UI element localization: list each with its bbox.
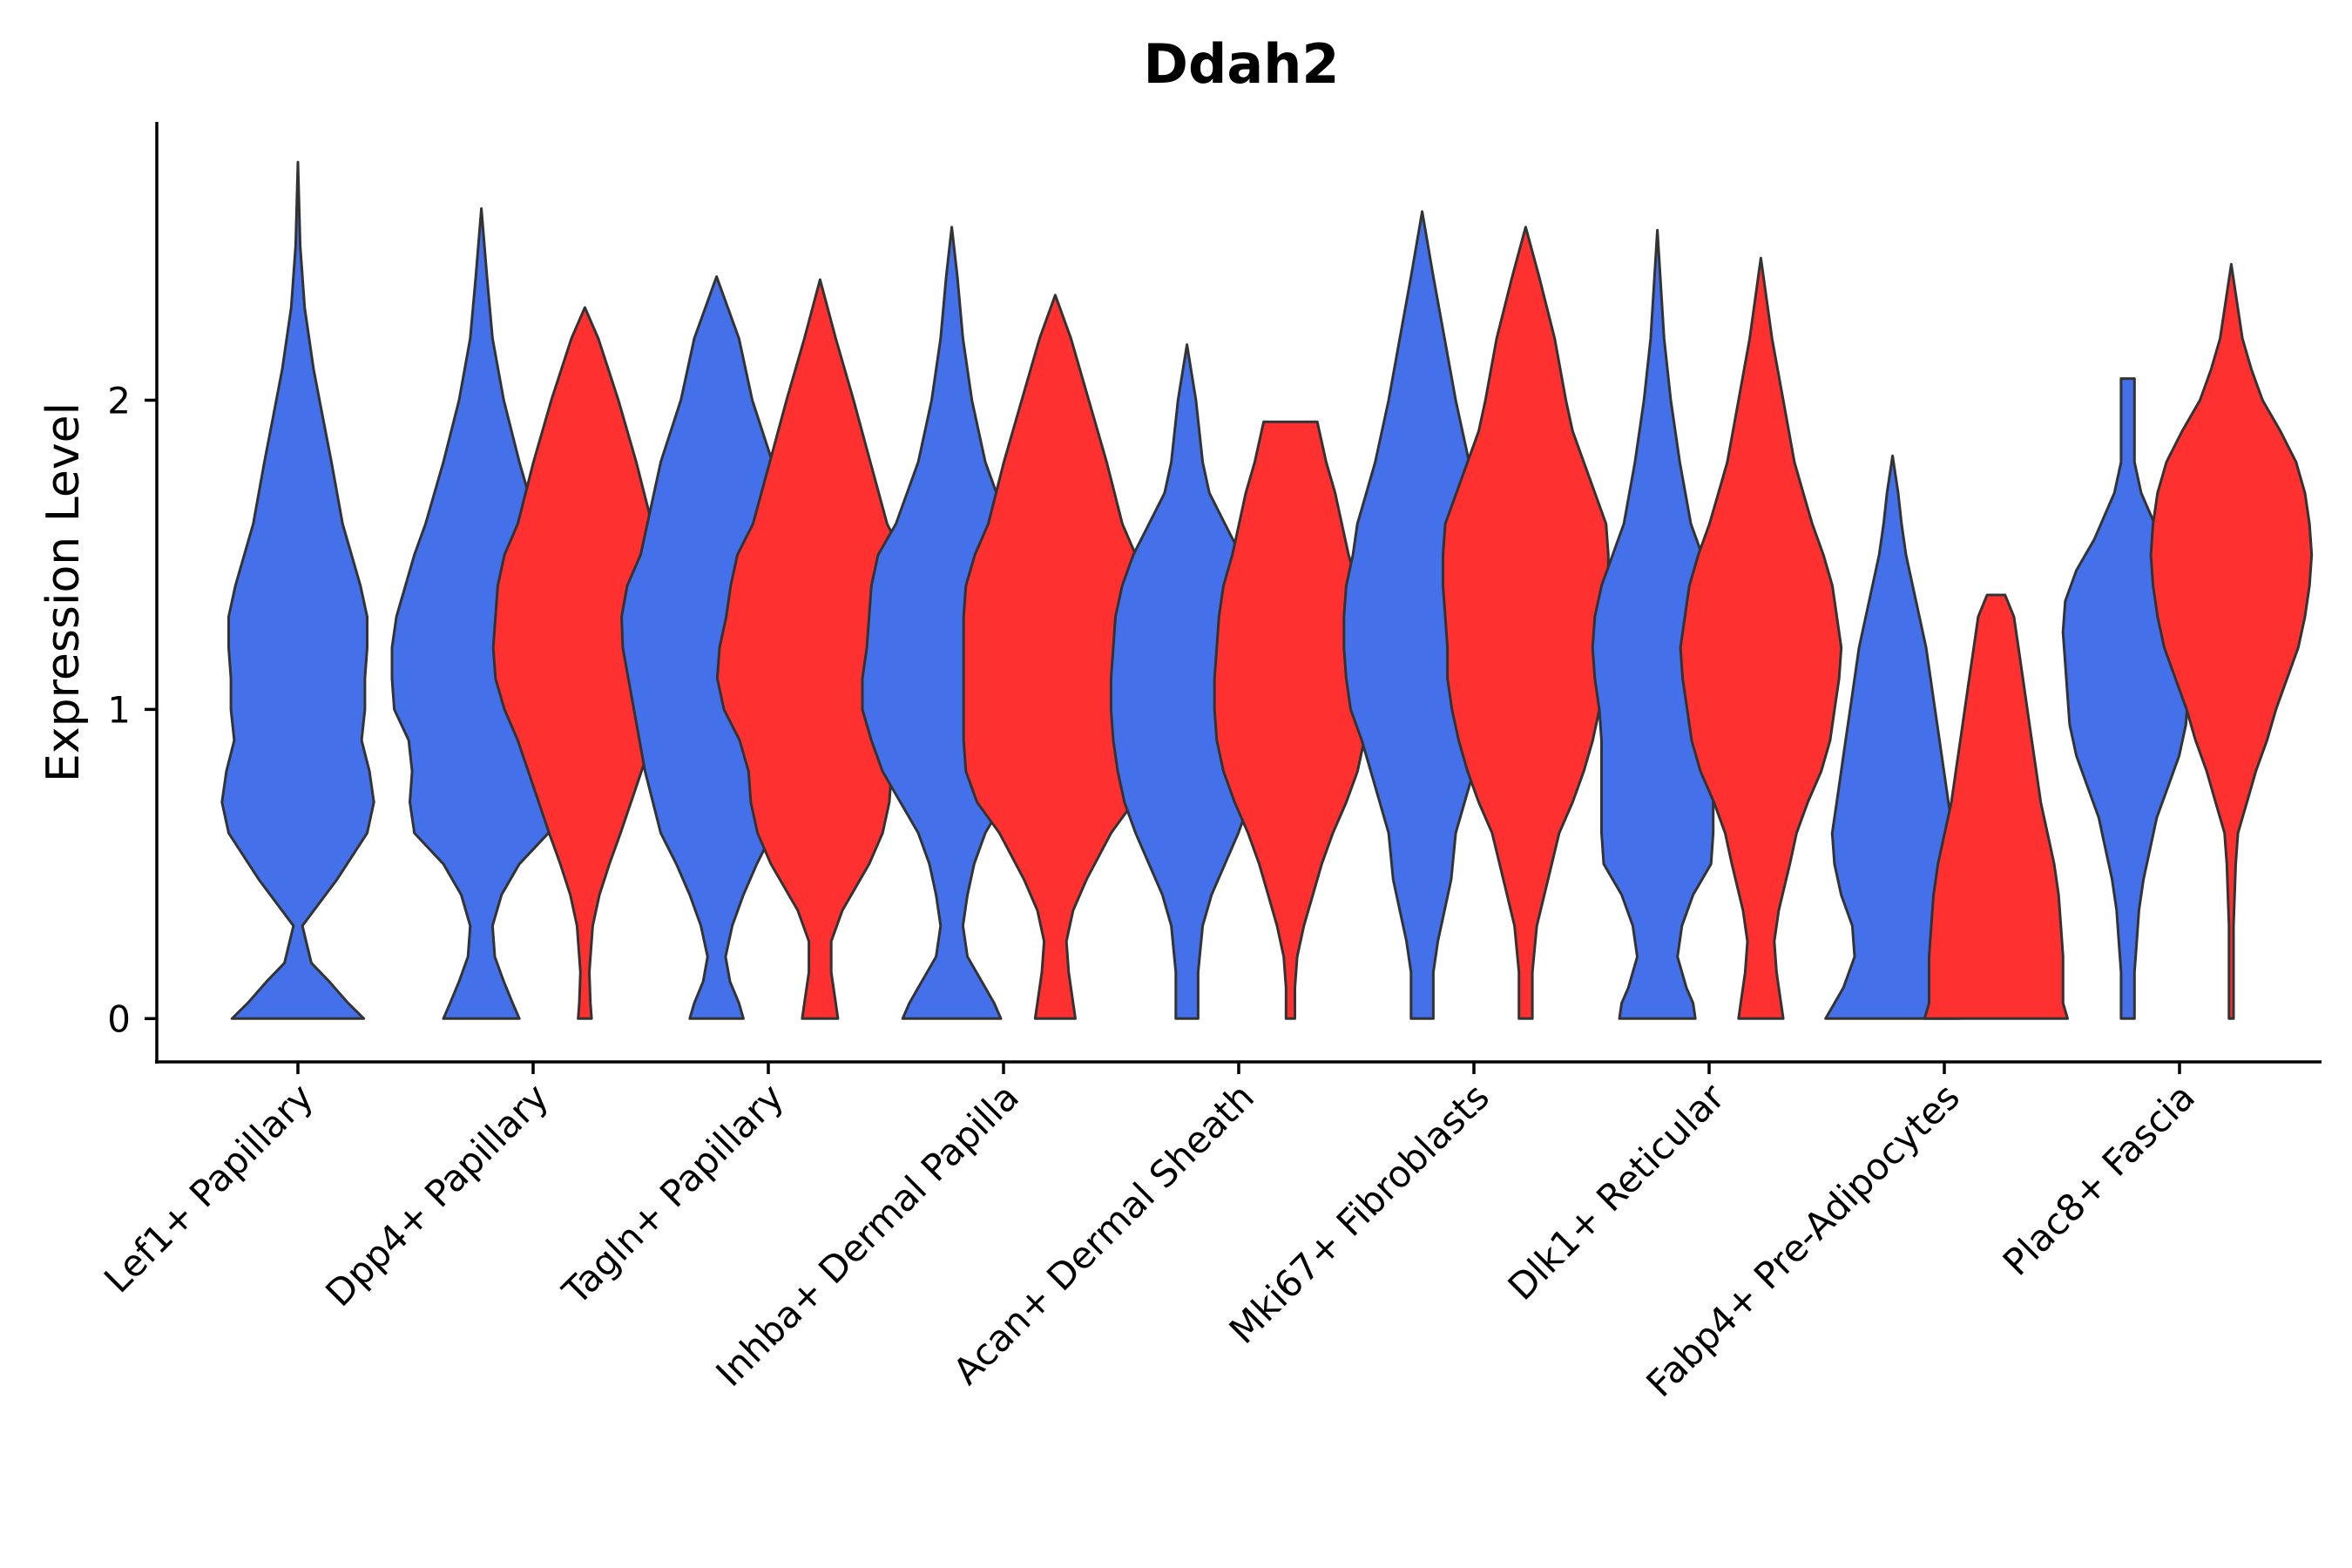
violin-dlk1-reticular-group1 [1591,228,1724,1020]
violin-plac8-fascia-group2 [2149,262,2314,1020]
violin-dpp4-papillary-group2 [491,306,679,1020]
x-tick-label: Mki67+ Fibroblasts [1221,1075,1497,1351]
violin-tagln-papillary-group2 [715,278,924,1020]
y-tick-label: 0 [107,997,131,1040]
chart-title: Ddah2 [1144,32,1340,96]
violin-lef1-papillary-group1 [220,160,375,1020]
x-tick-label: Plac8+ Fascia [1995,1075,2203,1283]
y-axis-label: Expression Level [37,402,90,782]
violin-dlk1-reticular-group2 [1679,256,1843,1020]
violin-mki67-fibroblasts-group2 [1442,226,1610,1020]
x-tick-label: Dlk1+ Reticular [1500,1075,1734,1308]
x-tick-label: Tagln+ Papillary [554,1075,792,1313]
x-tick-label: Lef1+ Papillary [96,1075,321,1301]
violin-acan-dermal-sheath-group2 [1213,420,1369,1020]
y-tick-label: 2 [107,379,131,422]
violin-fabp4-pre-adipocytes-group2 [1923,593,2069,1020]
y-tick-label: 1 [107,688,131,731]
violin-layer [220,160,2314,1020]
x-tick-label: Dpp4+ Papillary [317,1075,557,1315]
y-ticks: 0 1 2 [107,379,157,1040]
